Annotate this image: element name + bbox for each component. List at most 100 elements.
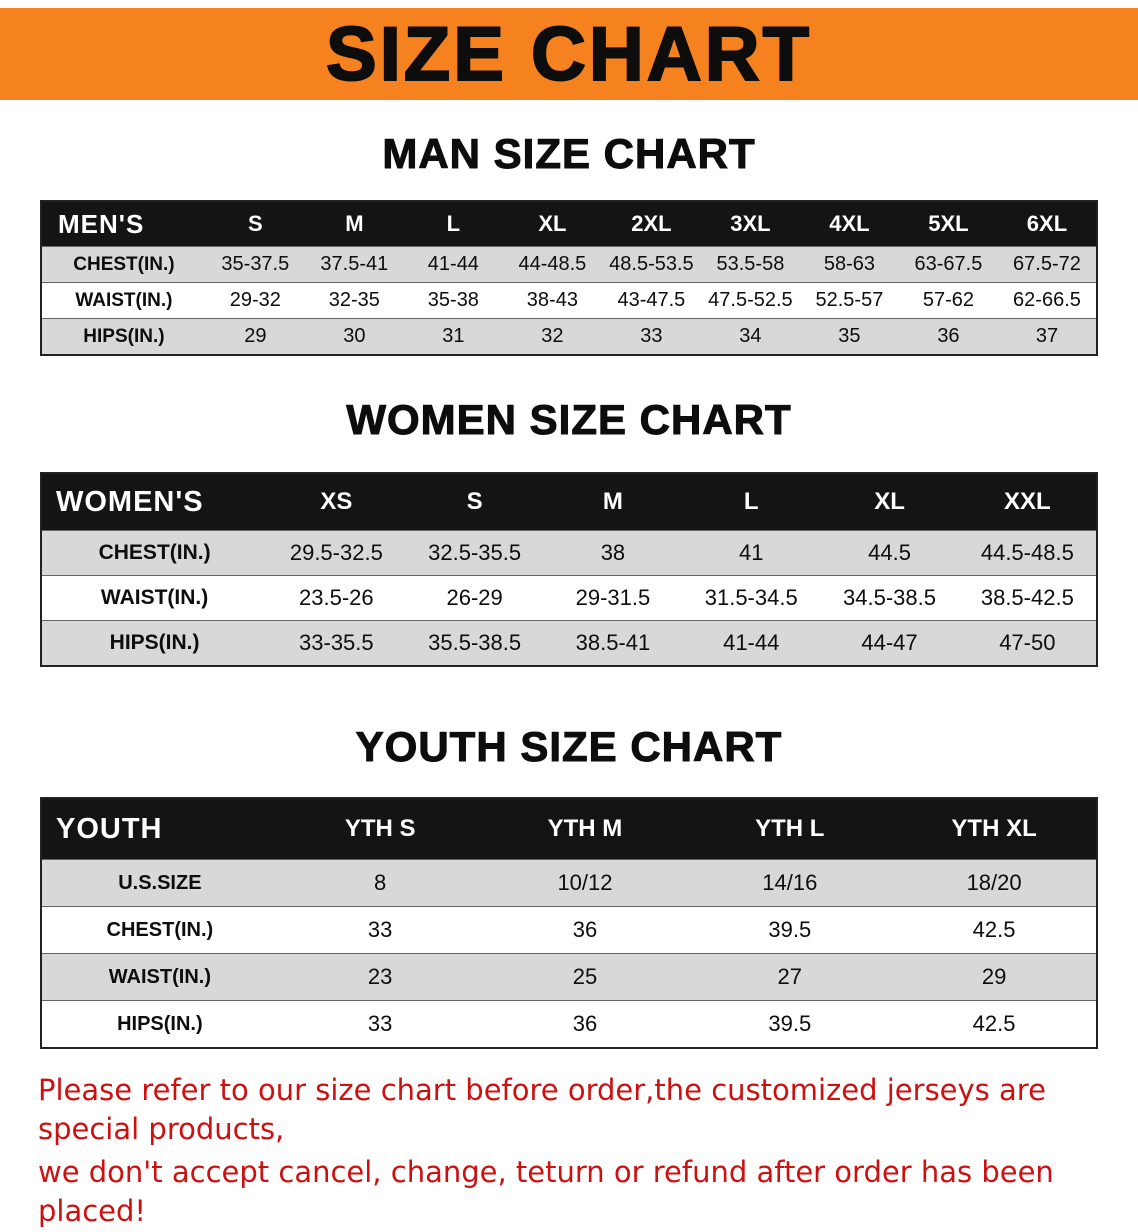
value-cell: 31.5-34.5 [682, 575, 821, 621]
value-cell: 39.5 [687, 906, 893, 954]
row-label-cell: WAIST(IN.) [41, 575, 268, 621]
size-header-cell: 6XL [997, 201, 1097, 247]
size-header-cell: L [682, 473, 821, 531]
page-title: SIZE CHART [325, 11, 812, 98]
value-cell: 36 [482, 906, 688, 954]
value-cell: 63-67.5 [898, 246, 998, 283]
value-cell: 18/20 [892, 859, 1097, 907]
value-cell: 44.5 [820, 530, 959, 576]
size-header-cell: XS [267, 473, 406, 531]
value-cell: 29 [892, 953, 1097, 1001]
row-label-cell: CHEST(IN.) [41, 246, 206, 283]
table-header-row: YOUTH YTH S YTH M YTH L YTH XL [41, 798, 1097, 860]
size-header-cell: 3XL [700, 201, 800, 247]
table-header-row: MEN'S S M L XL 2XL 3XL 4XL 5XL 6XL [41, 201, 1097, 247]
value-cell: 30 [304, 318, 404, 355]
value-cell: 67.5-72 [997, 246, 1097, 283]
value-cell: 38-43 [502, 282, 602, 319]
size-header-cell: 5XL [898, 201, 998, 247]
value-cell: 47.5-52.5 [700, 282, 800, 319]
value-cell: 31 [403, 318, 503, 355]
size-header-cell: M [543, 473, 683, 531]
youth-size-table: YOUTH YTH S YTH M YTH L YTH XL U.S.SIZE 8 10/12… [40, 797, 1098, 1049]
value-cell: 57-62 [898, 282, 998, 319]
value-cell: 29 [205, 318, 305, 355]
notice-line-2: we don't accept cancel, change, teturn o… [38, 1155, 1054, 1229]
youth-size-chart-heading: YOUTH SIZE CHART [355, 723, 783, 771]
value-cell: 26-29 [405, 575, 544, 621]
notice-line-1: Please refer to our size chart before or… [38, 1073, 1046, 1147]
value-cell: 14/16 [687, 859, 893, 907]
table-row: U.S.SIZE 8 10/12 14/16 18/20 [41, 859, 1097, 907]
women-size-chart-section: WOMEN SIZE CHART WOMEN'S XS S M L XL XXL CHEST(… [0, 396, 1138, 667]
value-cell: 41-44 [403, 246, 503, 283]
footer-notice: Please refer to our size chart before or… [38, 1071, 1100, 1232]
size-header-cell: XL [502, 201, 602, 247]
size-header-cell: XL [820, 473, 959, 531]
value-cell: 36 [898, 318, 998, 355]
row-label-cell: HIPS(IN.) [41, 318, 206, 355]
size-header-cell: M [304, 201, 404, 247]
women-size-chart-heading: WOMEN SIZE CHART [346, 396, 792, 444]
row-label-cell: U.S.SIZE [41, 859, 278, 907]
value-cell: 38.5-41 [543, 620, 683, 666]
table-row: CHEST(IN.) 35-37.5 37.5-41 41-44 44-48.5 48.5… [41, 246, 1097, 283]
value-cell: 35-38 [403, 282, 503, 319]
row-label-cell: CHEST(IN.) [41, 906, 278, 954]
size-chart-page: SIZE CHART MAN SIZE CHART MEN'S S M L XL 2XL 3… [0, 8, 1138, 1232]
value-cell: 10/12 [482, 859, 688, 907]
value-cell: 33 [277, 906, 483, 954]
value-cell: 53.5-58 [700, 246, 800, 283]
value-cell: 32-35 [304, 282, 404, 319]
value-cell: 32 [502, 318, 602, 355]
value-cell: 27 [687, 953, 893, 1001]
size-header-cell: YTH M [482, 798, 688, 860]
table-header-row: WOMEN'S XS S M L XL XXL [41, 473, 1097, 531]
man-size-chart-heading: MAN SIZE CHART [382, 130, 756, 178]
value-cell: 42.5 [892, 906, 1097, 954]
table-row: CHEST(IN.) 33 36 39.5 42.5 [41, 906, 1097, 954]
men-size-table: MEN'S S M L XL 2XL 3XL 4XL 5XL 6XL CHEST(IN.) 35-37… [40, 200, 1098, 356]
value-cell: 35 [799, 318, 899, 355]
value-cell: 41 [682, 530, 821, 576]
value-cell: 23.5-26 [267, 575, 406, 621]
value-cell: 52.5-57 [799, 282, 899, 319]
value-cell: 25 [482, 953, 688, 1001]
value-cell: 29-31.5 [543, 575, 683, 621]
row-label-cell: HIPS(IN.) [41, 620, 268, 666]
table-row: WAIST(IN.) 29-32 32-35 35-38 38-43 43-47.5 47.… [41, 282, 1097, 319]
value-cell: 33 [601, 318, 701, 355]
value-cell: 44-47 [820, 620, 959, 666]
table-row: WAIST(IN.) 23 25 27 29 [41, 953, 1097, 1001]
table-row: WAIST(IN.) 23.5-26 26-29 29-31.5 31.5-34.5 34… [41, 575, 1097, 621]
size-header-cell: S [205, 201, 305, 247]
value-cell: 34.5-38.5 [820, 575, 959, 621]
size-header-cell: 2XL [601, 201, 701, 247]
value-cell: 44-48.5 [502, 246, 602, 283]
value-cell: 23 [277, 953, 483, 1001]
value-cell: 58-63 [799, 246, 899, 283]
size-header-cell: YTH XL [892, 798, 1097, 860]
value-cell: 62-66.5 [997, 282, 1097, 319]
row-label-cell: HIPS(IN.) [41, 1000, 278, 1048]
value-cell: 34 [700, 318, 800, 355]
value-cell: 37 [997, 318, 1097, 355]
women-size-table: WOMEN'S XS S M L XL XXL CHEST(IN.) 29.5-32.5 32.5… [40, 472, 1098, 667]
value-cell: 32.5-35.5 [405, 530, 544, 576]
table-title-cell: YOUTH [41, 798, 278, 860]
row-label-cell: WAIST(IN.) [41, 282, 206, 319]
value-cell: 38.5-42.5 [958, 575, 1097, 621]
value-cell: 37.5-41 [304, 246, 404, 283]
value-cell: 33 [277, 1000, 483, 1048]
value-cell: 43-47.5 [601, 282, 701, 319]
table-row: HIPS(IN.) 33 36 39.5 42.5 [41, 1000, 1097, 1048]
table-row: HIPS(IN.) 29 30 31 32 33 34 35 36 37 [41, 318, 1097, 355]
youth-size-chart-section: YOUTH SIZE CHART YOUTH YTH S YTH M YTH L YTH… [0, 723, 1138, 1049]
size-header-cell: S [405, 473, 544, 531]
man-size-chart-section: MAN SIZE CHART MEN'S S M L XL 2XL 3XL 4XL 5XL 6XL… [0, 130, 1138, 356]
size-header-cell: YTH L [687, 798, 893, 860]
value-cell: 48.5-53.5 [601, 246, 701, 283]
value-cell: 42.5 [892, 1000, 1097, 1048]
value-cell: 36 [482, 1000, 688, 1048]
size-header-cell: YTH S [277, 798, 483, 860]
